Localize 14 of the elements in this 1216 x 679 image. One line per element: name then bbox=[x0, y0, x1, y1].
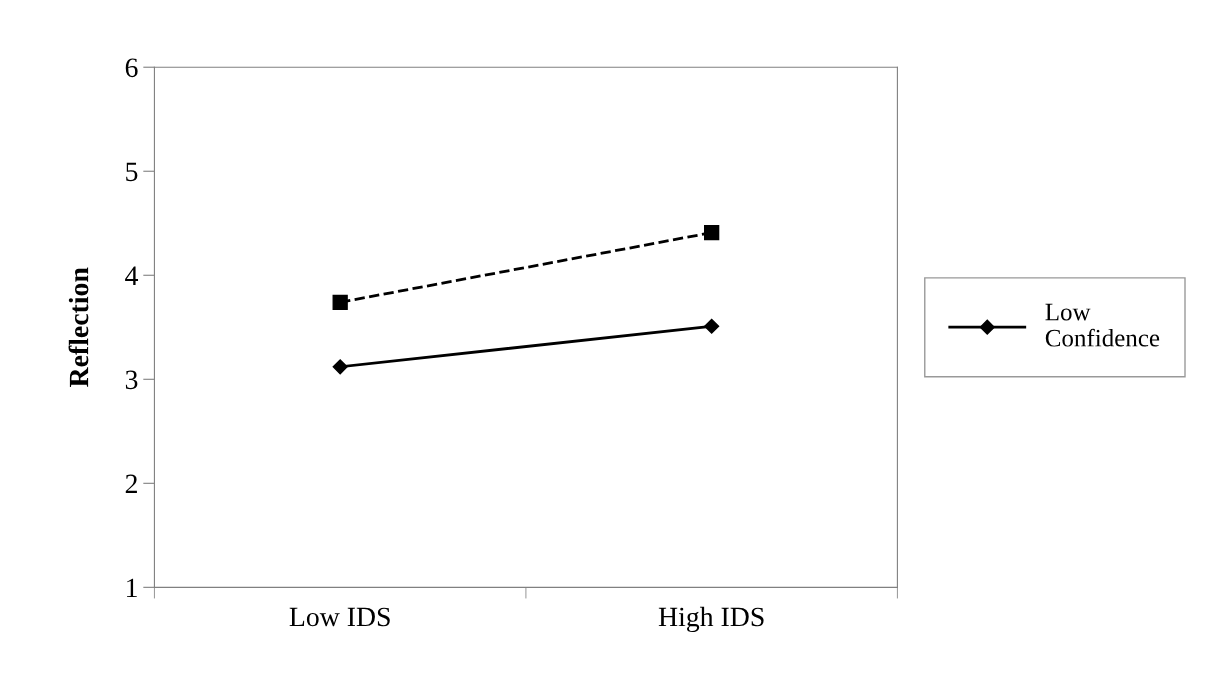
y-tick-label: 6 bbox=[125, 58, 138, 78]
point bbox=[332, 359, 348, 375]
y-tick-label: 3 bbox=[125, 370, 138, 390]
point bbox=[332, 294, 348, 310]
y-axis-title: Reflection bbox=[68, 267, 89, 387]
y-tick-label: 4 bbox=[125, 266, 139, 285]
x-tick-label: Low IDS bbox=[289, 607, 390, 627]
x-tick-label: High IDS bbox=[658, 606, 764, 633]
y-tick-label: 1 bbox=[127, 578, 137, 597]
y-tick-label: 2 bbox=[125, 474, 137, 493]
y-tick-label: 5 bbox=[126, 162, 138, 182]
point bbox=[704, 318, 720, 334]
legend-label: Low Confidence bbox=[1045, 303, 1160, 347]
point bbox=[704, 224, 720, 241]
